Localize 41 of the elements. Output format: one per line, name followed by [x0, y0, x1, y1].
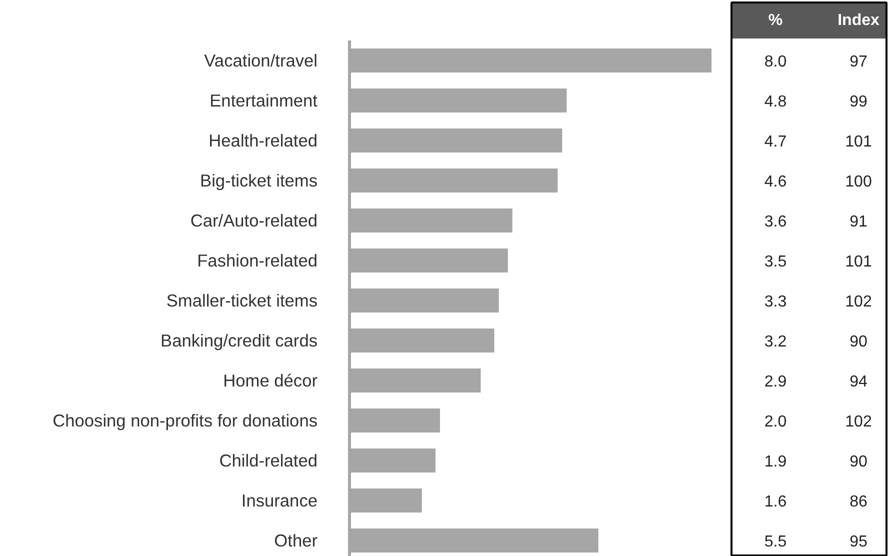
data-label: 2.9: [764, 374, 787, 390]
text: 94: [850, 374, 868, 390]
text: 90: [850, 334, 868, 350]
data-label: 4.8: [764, 94, 787, 110]
text: Index: [838, 12, 880, 29]
y-tick-label: Insurance: [241, 490, 318, 510]
text: 102: [845, 414, 872, 430]
y-tick-label: Car/Auto-related: [190, 210, 318, 230]
y-tick-label: Smaller-ticket items: [166, 290, 318, 310]
data-label: 3.5: [764, 254, 787, 270]
y-tick-label: Banking/credit cards: [160, 330, 318, 350]
data-label: 1.9: [764, 454, 787, 470]
text: 102: [845, 294, 872, 310]
text: 97: [850, 54, 868, 70]
y-tick-label: Vacation/travel: [204, 50, 318, 70]
y-tick-label: Health-related: [208, 130, 318, 150]
text: 101: [845, 134, 872, 150]
data-label: 4.6: [764, 174, 787, 190]
data-label: 2.0: [764, 414, 787, 430]
data-label: 5.5: [764, 534, 787, 550]
y-tick-label: Other: [274, 530, 318, 550]
y-tick-label: Child-related: [219, 450, 318, 470]
y-tick-label: Fashion-related: [197, 250, 318, 270]
text: 86: [850, 494, 868, 510]
text: 90: [850, 454, 868, 470]
data-label: 3.2: [764, 334, 787, 350]
y-tick-label: Home décor: [223, 370, 318, 390]
text: 91: [850, 214, 868, 230]
text: 95: [850, 534, 868, 550]
data-label: 3.6: [764, 214, 787, 230]
y-tick-label: Big-ticket items: [200, 170, 318, 190]
data-label: 8.0: [764, 54, 787, 70]
y-tick-label: Choosing non-profits for donations: [52, 410, 318, 430]
y-tick-label: Entertainment: [210, 90, 318, 110]
text: 101: [845, 254, 872, 270]
text: 100: [845, 174, 872, 190]
data-label: 1.6: [764, 494, 787, 510]
data-label: 4.7: [764, 134, 787, 150]
text: %: [768, 12, 783, 29]
data-label: 3.3: [764, 294, 787, 310]
text: 99: [850, 94, 868, 110]
